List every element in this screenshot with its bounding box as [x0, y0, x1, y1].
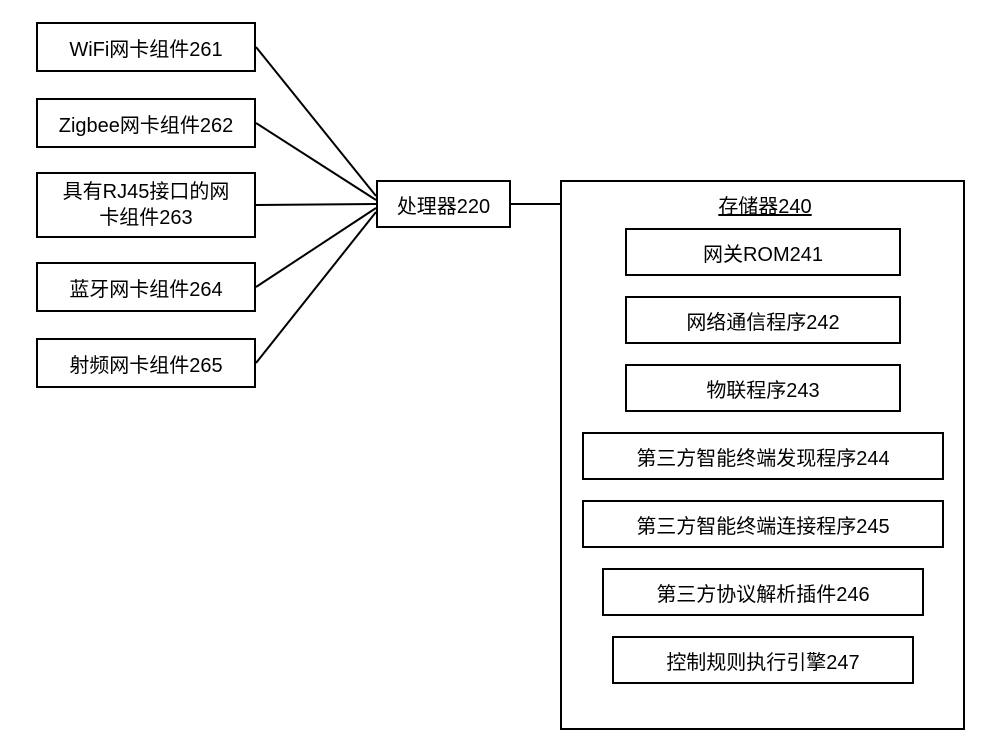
- mem-item-rom: 网关ROM241: [625, 228, 901, 276]
- line-rf-proc: [256, 212, 376, 363]
- diagram-canvas: WiFi网卡组件261 Zigbee网卡组件262 具有RJ45接口的网 卡组件…: [0, 0, 1000, 754]
- mem-item-discover: 第三方智能终端发现程序244: [582, 432, 944, 480]
- zigbee-card-box: Zigbee网卡组件262: [36, 98, 256, 148]
- memory-title: 存储器240: [700, 190, 830, 219]
- wifi-card-box: WiFi网卡组件261: [36, 22, 256, 72]
- line-bt-proc: [256, 208, 376, 287]
- bluetooth-card-box: 蓝牙网卡组件264: [36, 262, 256, 312]
- mem-item-rules: 控制规则执行引擎247: [612, 636, 914, 684]
- mem-item-netcomm: 网络通信程序242: [625, 296, 901, 344]
- line-rj45-proc: [256, 204, 376, 205]
- line-wifi-proc: [256, 47, 376, 196]
- rf-card-box: 射频网卡组件265: [36, 338, 256, 388]
- line-zigbee-proc: [256, 123, 376, 200]
- mem-item-iot: 物联程序243: [625, 364, 901, 412]
- mem-item-connect: 第三方智能终端连接程序245: [582, 500, 944, 548]
- mem-item-protocol: 第三方协议解析插件246: [602, 568, 924, 616]
- rj45-card-box: 具有RJ45接口的网 卡组件263: [36, 172, 256, 238]
- processor-box: 处理器220: [376, 180, 511, 228]
